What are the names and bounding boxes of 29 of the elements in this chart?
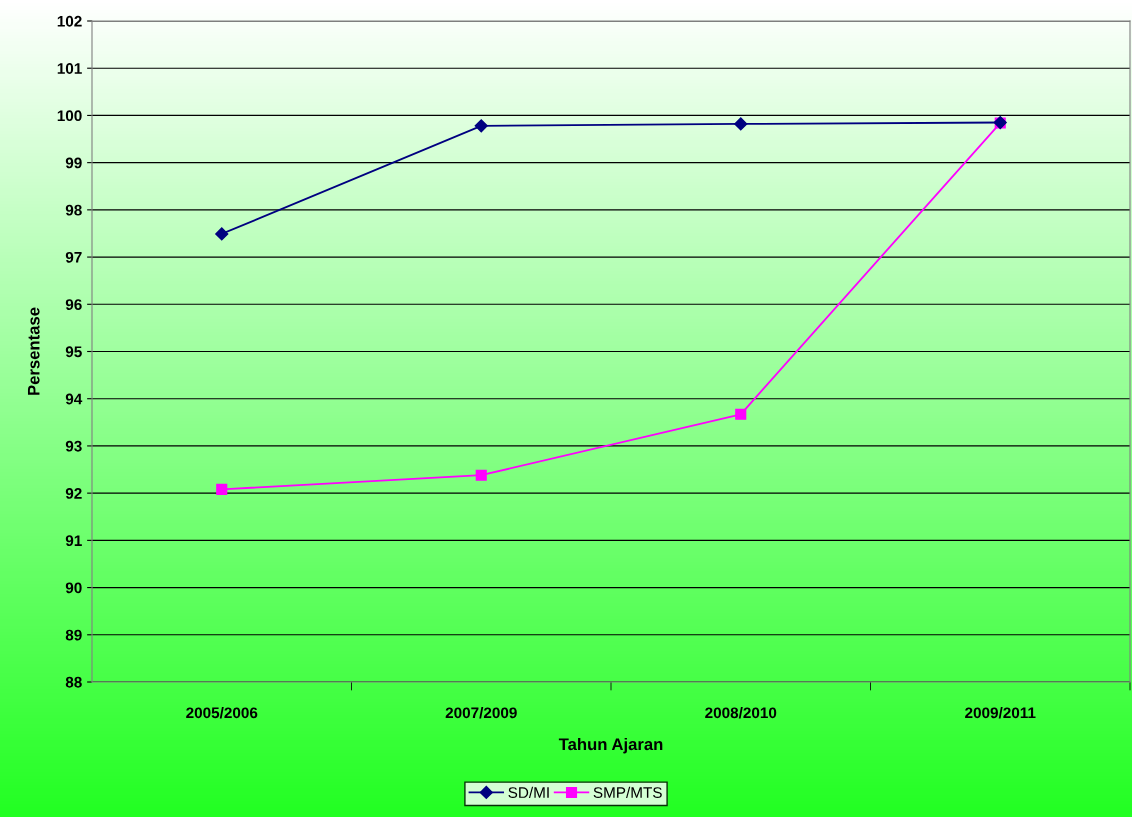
y-tick-label: 96 xyxy=(65,299,82,310)
y-axis-title: Persentase xyxy=(27,307,40,395)
point xyxy=(215,227,229,241)
y-tick-label: 98 xyxy=(65,204,82,216)
point xyxy=(216,483,228,495)
point xyxy=(475,469,487,481)
point xyxy=(734,117,748,131)
y-tick-label: 95 xyxy=(65,346,82,358)
y-tick-label: 102 xyxy=(57,15,82,27)
y-tick-label: 91 xyxy=(65,535,82,547)
x-tick-label: 2007/2009 xyxy=(445,707,517,719)
y-tick-label: 93 xyxy=(65,440,82,452)
x-tick-label: 2009/2011 xyxy=(965,707,1036,719)
y-tick-label: 90 xyxy=(65,582,82,594)
x-tick-label: 2008/2010 xyxy=(705,707,777,719)
x-tick-label: 2005/2006 xyxy=(186,707,258,719)
y-tick-label: 100 xyxy=(57,110,82,122)
x-axis-title: Tahun Ajaran xyxy=(558,737,663,754)
legend-label: SD/MI xyxy=(508,786,549,798)
point xyxy=(735,408,747,420)
y-tick-label: 97 xyxy=(65,251,82,263)
y-tick-label: 88 xyxy=(65,676,82,688)
y-tick-label: 89 xyxy=(65,629,82,641)
legend-label: SMP/MTS xyxy=(593,786,662,798)
y-tick-label: 92 xyxy=(65,488,82,499)
point xyxy=(474,119,488,133)
y-tick-label: 101 xyxy=(57,63,82,74)
y-tick-label: 99 xyxy=(65,157,82,169)
y-tick-label: 94 xyxy=(65,393,83,405)
